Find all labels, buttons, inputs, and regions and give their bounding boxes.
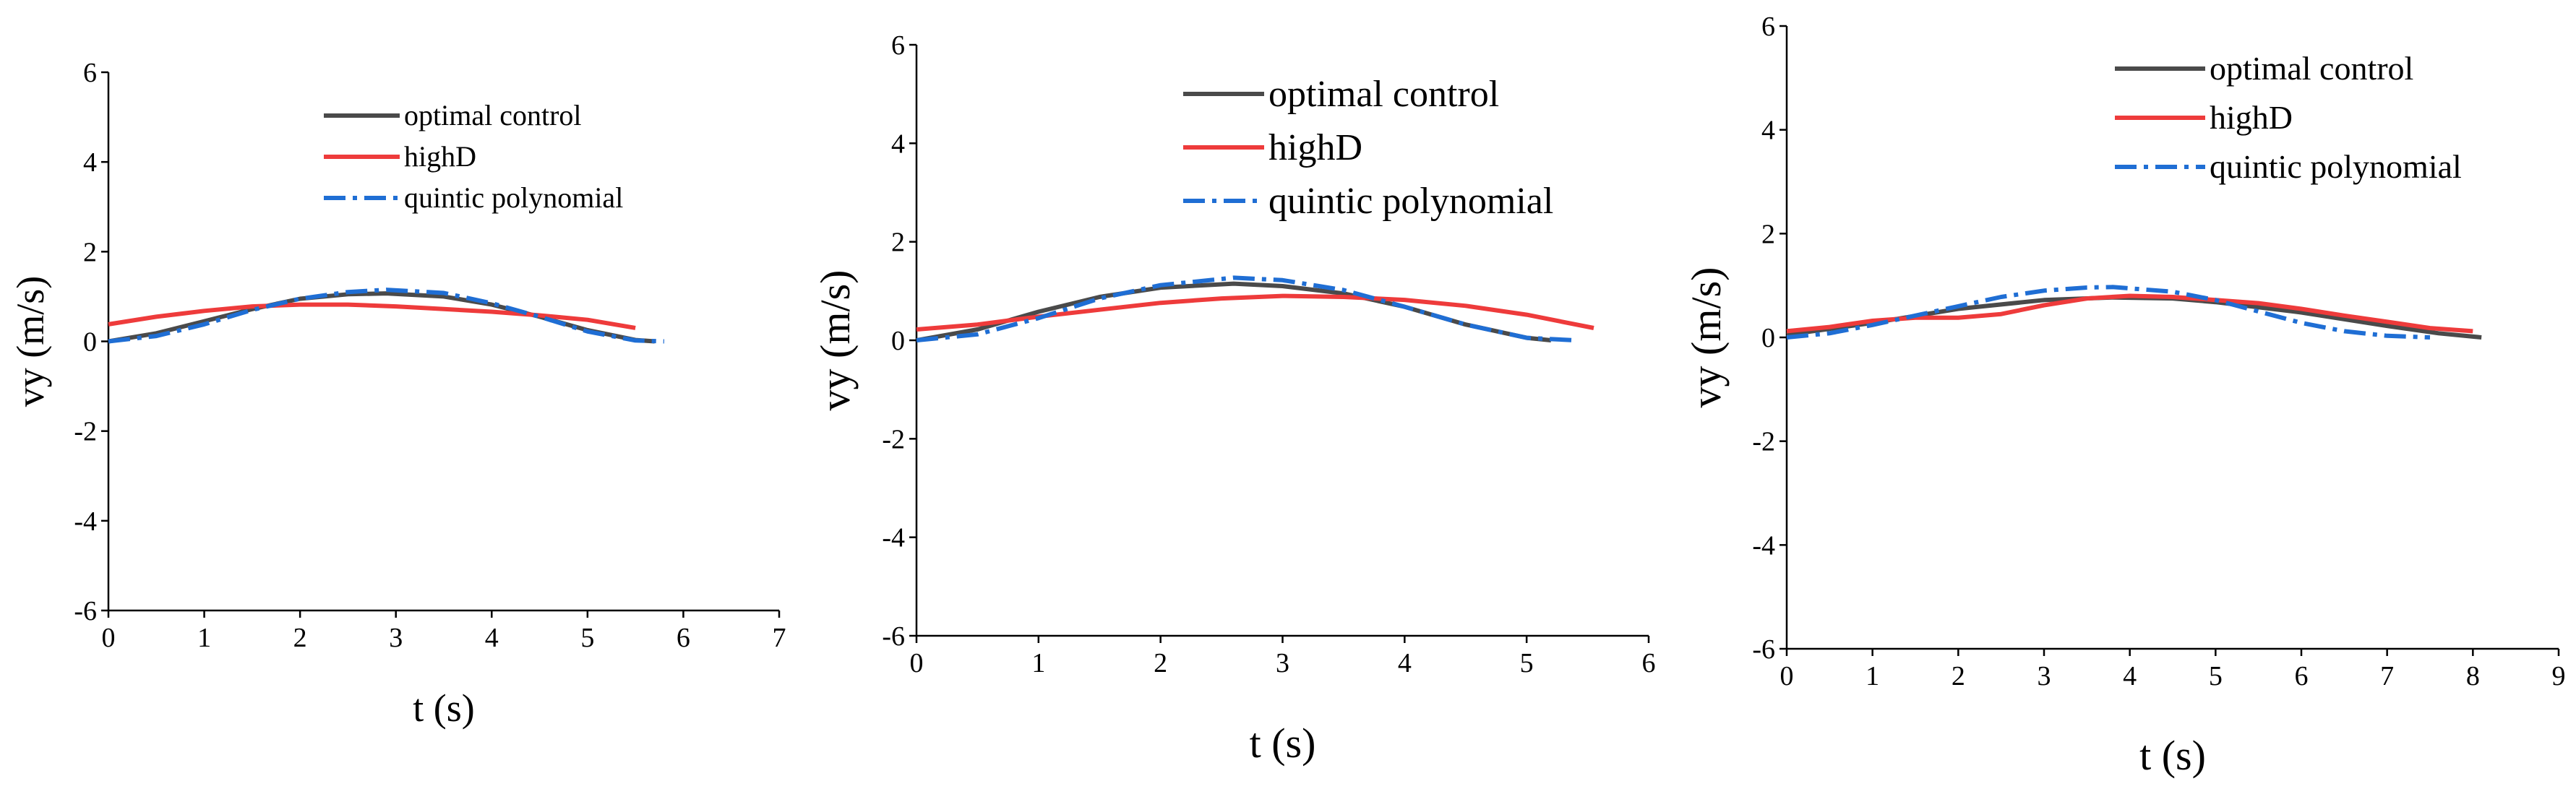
x-tick-label: 3: [1276, 648, 1289, 678]
x-tick-label: 0: [102, 623, 116, 653]
legend-label: optimal control: [404, 99, 582, 131]
x-tick-label: 1: [1866, 661, 1879, 691]
x-tick-label: 6: [2295, 661, 2309, 691]
y-tick-label: -2: [1752, 427, 1775, 457]
y-axis-label: vy (m/s): [1683, 267, 1730, 408]
series-line-highd: [1786, 293, 2473, 334]
series-line-quintic-polynomial: [1786, 285, 2431, 340]
series-line-highd: [916, 293, 1594, 332]
x-tick-label: 6: [677, 623, 690, 653]
x-axis-label: t (s): [413, 686, 474, 730]
y-tick-label: 6: [83, 58, 97, 88]
x-tick-label: 4: [2123, 661, 2137, 691]
legend-label: highD: [2210, 99, 2293, 136]
y-tick-label: -6: [882, 621, 905, 652]
x-tick-label: 2: [1154, 648, 1167, 678]
x-tick-label: 4: [485, 623, 499, 653]
y-tick-label: -6: [1752, 634, 1775, 665]
y-tick-label: 0: [891, 326, 905, 356]
y-tick-label: 2: [1761, 219, 1775, 249]
y-tick-label: 4: [1761, 116, 1775, 146]
legend-label: optimal control: [2210, 50, 2413, 87]
y-tick-label: 2: [891, 228, 905, 258]
x-tick-label: 3: [2038, 661, 2051, 691]
x-tick-label: 3: [389, 623, 403, 653]
chart-panel-2: -6 -4 -2 0 2 4 6 0 1 2 3 4 5 6 t (s) vy (m/s) optimal co…: [812, 30, 1656, 767]
y-tick-label: 0: [83, 327, 97, 358]
series-line-optimal-control: [916, 281, 1552, 342]
x-tick-label: 8: [2466, 661, 2480, 691]
y-tick-label: -2: [74, 417, 97, 447]
series-line-quintic-polynomial: [916, 275, 1576, 342]
x-tick-label: 5: [1520, 648, 1534, 678]
y-axis-label: vy (m/s): [812, 270, 859, 411]
y-tick-label: -4: [1752, 530, 1775, 561]
y-tick-label: 0: [1761, 323, 1775, 353]
y-tick-label: -6: [74, 596, 97, 626]
x-tick-label: 9: [2552, 661, 2566, 691]
chart-panel-3: -6 -4 -2 0 2 4 6 0 1 2 3 4 5 6 7 8 9 t (s) vy (m/s) optimal…: [1683, 12, 2566, 779]
y-tick-label: 6: [891, 30, 905, 61]
y-tick-label: -4: [882, 523, 905, 553]
legend-label: quintic polynomial: [1268, 181, 1553, 222]
x-axis-label: t (s): [2139, 732, 2206, 779]
y-tick-label: -4: [74, 506, 97, 537]
y-tick-label: 6: [1761, 12, 1775, 42]
x-tick-label: 1: [1031, 648, 1045, 678]
x-tick-label: 7: [2380, 661, 2394, 691]
x-tick-label: 2: [1952, 661, 1965, 691]
y-tick-label: 4: [891, 129, 905, 159]
x-tick-label: 6: [1642, 648, 1656, 678]
legend-label: quintic polynomial: [2210, 148, 2462, 185]
chart-panel-1: -6 -4 -2 0 2 4 6 0 1 2 3 4 5 6 7 t (s) vy (m/s) optimal c…: [9, 58, 786, 730]
legend-label: highD: [1268, 127, 1362, 168]
series-line-highd: [108, 302, 636, 330]
y-axis-label: vy (m/s): [9, 276, 52, 407]
x-tick-label: 1: [197, 623, 211, 653]
series-line-quintic-polynomial: [108, 288, 664, 344]
legend-label: highD: [404, 140, 476, 173]
y-tick-label: 2: [83, 237, 97, 267]
x-tick-label: 4: [1398, 648, 1412, 678]
x-axis-label: t (s): [1250, 720, 1316, 767]
y-tick-label: 4: [83, 147, 97, 178]
x-tick-label: 2: [293, 623, 307, 653]
x-tick-label: 0: [1780, 661, 1794, 691]
x-tick-label: 5: [2209, 661, 2223, 691]
y-tick-label: -2: [882, 424, 905, 454]
x-tick-label: 5: [580, 623, 594, 653]
x-tick-label: 7: [773, 623, 786, 653]
legend-label: optimal control: [1268, 74, 1499, 115]
x-tick-label: 0: [910, 648, 924, 678]
legend-label: quintic polynomial: [404, 181, 623, 214]
